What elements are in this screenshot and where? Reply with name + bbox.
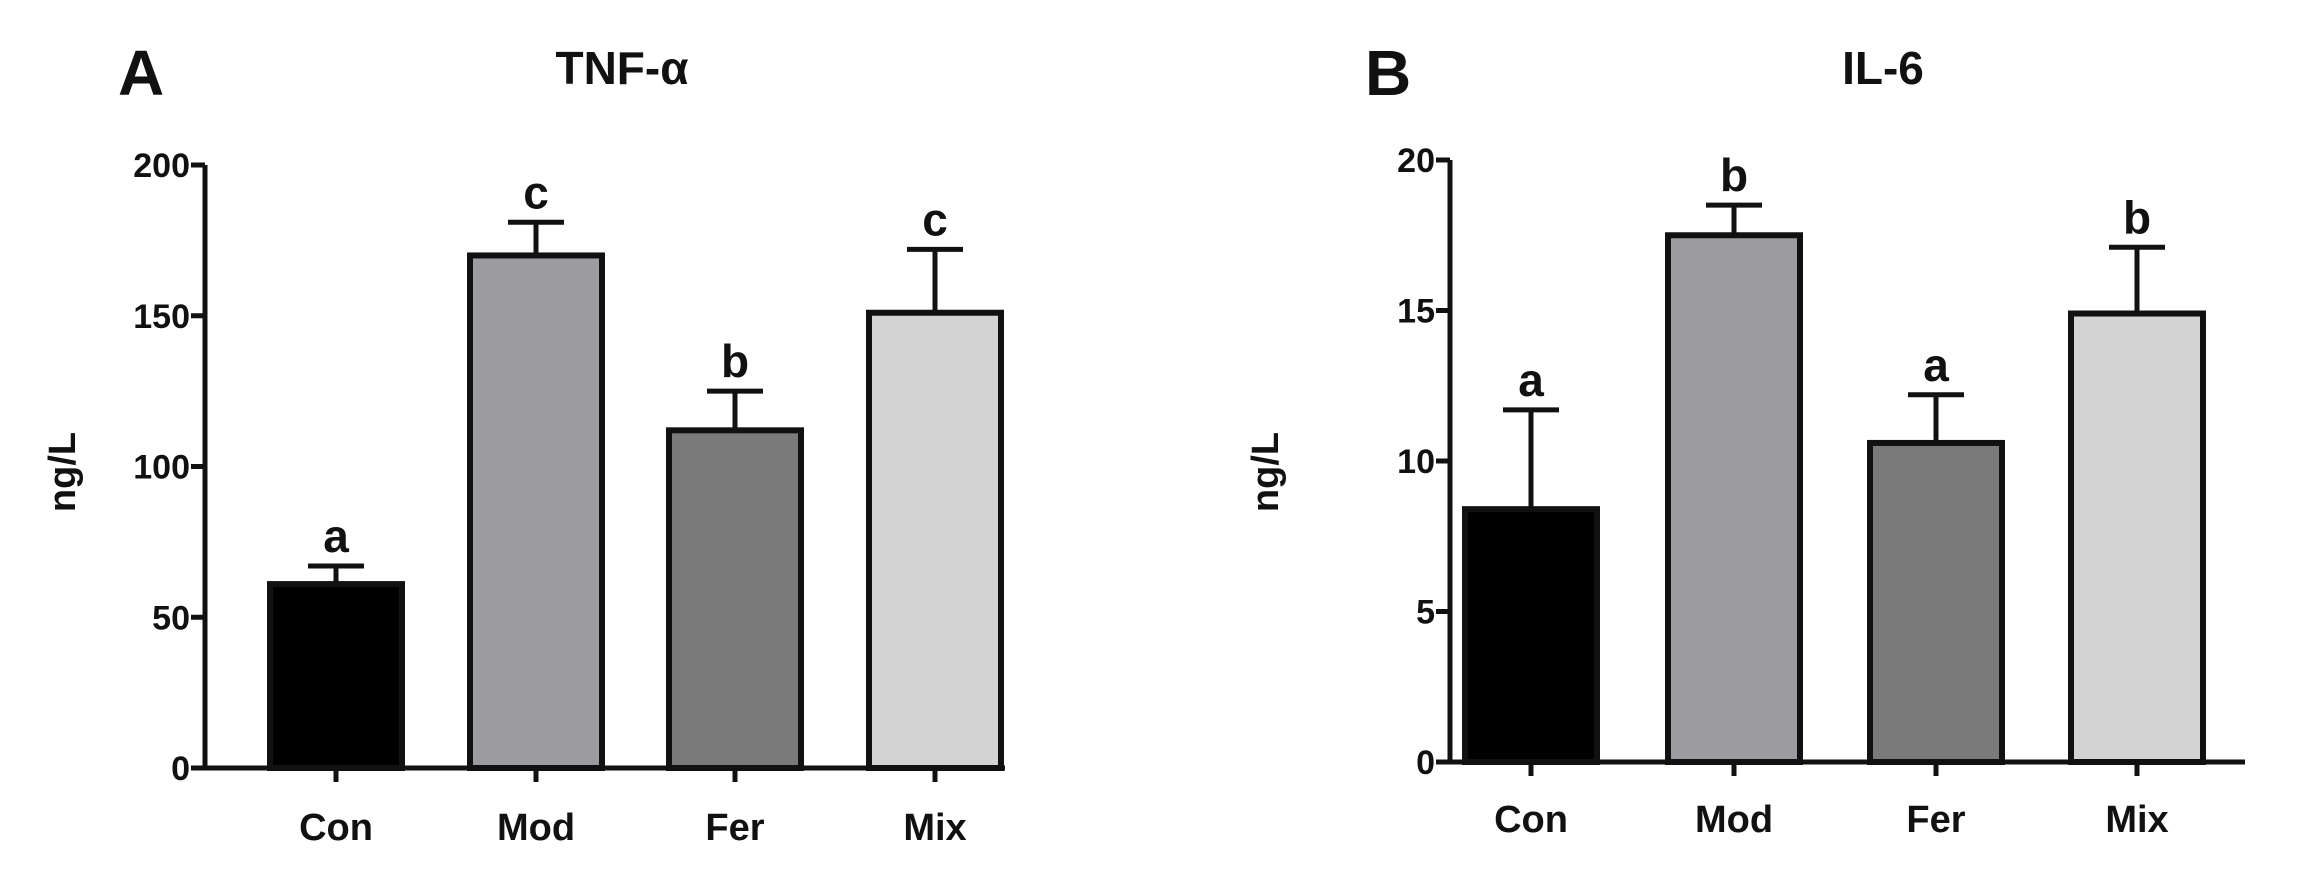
chart-title-il6: IL-6 (1842, 42, 1924, 94)
significance-label: a (323, 510, 349, 562)
y-tick-label: 5 (1416, 594, 1435, 632)
x-tick-label: Mix (903, 807, 966, 849)
significance-label: c (523, 166, 549, 218)
x-tick-label: Fer (705, 807, 764, 849)
bar-con (1462, 506, 1600, 765)
significance-label: c (922, 193, 948, 245)
y-tick-label: 0 (1416, 744, 1435, 782)
y-tick-label: 15 (1397, 293, 1435, 331)
x-tick-label: Con (299, 807, 373, 849)
y-axis-label-b: ng/L (1245, 432, 1287, 512)
panel-letter-a: A (118, 37, 164, 109)
significance-label: b (721, 335, 749, 387)
significance-label: b (2123, 191, 2151, 243)
y-tick-label: 100 (133, 449, 190, 487)
y-tick-label: 50 (152, 599, 190, 637)
panel-b: B IL-6 ng/L 0 5 10 15 20 Con Mod Fer Mix a b a b (1245, 37, 2245, 841)
panel-letter-b: B (1365, 37, 1411, 109)
x-tick-label: Fer (1906, 799, 1965, 841)
chart-title-tnf: TNF-α (555, 42, 688, 94)
bar-mix (866, 309, 1004, 771)
y-tick-label: 150 (133, 298, 190, 336)
x-tick-label: Mix (2105, 799, 2168, 841)
y-tick-label: 20 (1397, 142, 1435, 180)
y-tick-label: 0 (171, 750, 190, 788)
x-tick-label: Mod (1695, 799, 1773, 841)
bar-mod (467, 252, 605, 771)
bars-b: a b a b (1462, 149, 2206, 765)
bar-mod (1665, 232, 1803, 765)
y-tick-label: 200 (133, 147, 190, 185)
x-tick-label: Mod (497, 807, 575, 849)
y-tick-label: 10 (1397, 443, 1435, 481)
significance-label: a (1518, 354, 1544, 406)
panel-a: A TNF-α ng/L 0 50 100 150 200 Con Mod Fer Mix a c… (42, 37, 1005, 849)
y-axis-label-a: ng/L (42, 432, 84, 512)
bar-mix (2068, 310, 2206, 765)
bar-fer (1867, 439, 2005, 765)
bar-fer (666, 427, 804, 771)
significance-label: b (1720, 149, 1748, 201)
x-tick-label: Con (1494, 799, 1568, 841)
significance-label: a (1923, 339, 1949, 391)
bar-con (267, 581, 405, 772)
bars-a: a c b c (267, 166, 1004, 772)
